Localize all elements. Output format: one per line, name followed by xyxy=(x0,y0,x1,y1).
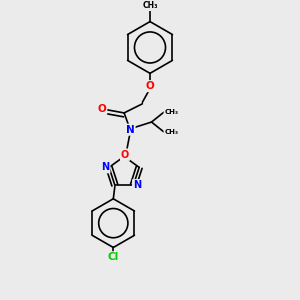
Text: CH₃: CH₃ xyxy=(142,1,158,10)
Text: O: O xyxy=(146,81,154,91)
Text: N: N xyxy=(126,125,135,135)
Text: CH₃: CH₃ xyxy=(164,109,178,115)
Text: O: O xyxy=(98,104,106,114)
Text: N: N xyxy=(101,162,110,172)
Text: Cl: Cl xyxy=(108,252,119,262)
Text: N: N xyxy=(133,180,141,190)
Text: O: O xyxy=(121,150,129,160)
Text: CH₃: CH₃ xyxy=(164,129,178,135)
